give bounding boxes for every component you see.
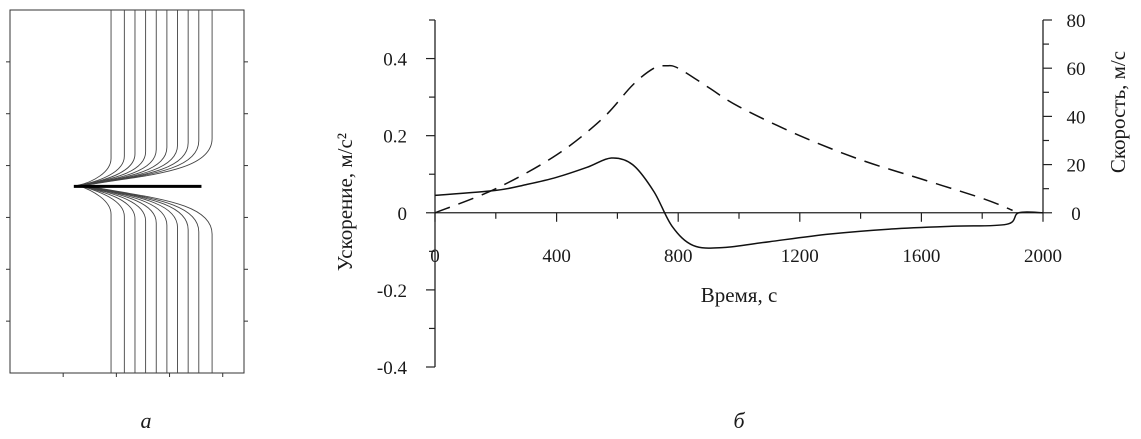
y-axis-right-label: Скорость, м/с xyxy=(1106,51,1130,173)
y-right-tick-label: 0 xyxy=(1071,204,1081,225)
y-right-tick-label: 80 xyxy=(1067,11,1086,32)
y-right-tick-label: 40 xyxy=(1067,107,1086,128)
panel-b-label: б xyxy=(733,408,745,433)
x-tick-label: 800 xyxy=(664,246,693,267)
y-left-tick-label: -0.4 xyxy=(377,358,408,379)
y-right-tick-label: 20 xyxy=(1067,156,1086,177)
y-left-tick-label: -0.2 xyxy=(377,281,407,302)
x-axis-label: Время, с xyxy=(701,283,778,307)
panel-a-label: а xyxy=(141,408,152,433)
y-left-tick-label: 0.4 xyxy=(383,50,407,71)
series-velocity-line xyxy=(434,64,1013,214)
y-left-tick-label: 0 xyxy=(398,204,408,225)
x-tick-label: 400 xyxy=(542,246,571,267)
panel-a-schematic xyxy=(6,9,248,377)
x-tick-label: 2000 xyxy=(1024,246,1062,267)
panel-a-frame xyxy=(9,9,245,374)
series-acceleration-line xyxy=(434,157,1044,249)
x-tick-label: 1200 xyxy=(781,246,819,267)
x-tick-label: 1600 xyxy=(902,246,940,267)
y-left-tick-label: 0.2 xyxy=(383,127,407,148)
y-axis-left-label: Ускорение, м/с² xyxy=(333,133,357,271)
x-tick-label: 0 xyxy=(430,246,440,267)
y-right-tick-label: 60 xyxy=(1067,59,1086,80)
panel-a-line xyxy=(83,10,189,373)
